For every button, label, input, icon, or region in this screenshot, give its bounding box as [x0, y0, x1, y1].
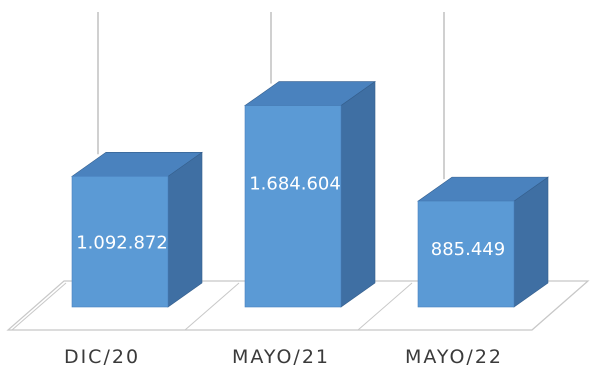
data-label: 885.449 [431, 239, 505, 260]
category-label: MAYO/22 [405, 346, 503, 368]
data-labels: 1.092.872 1.684.604 885.449 [76, 173, 505, 260]
data-label: 1.092.872 [76, 233, 168, 254]
bar [71, 176, 169, 308]
chart-floor [6, 280, 590, 331]
bars [71, 80, 549, 308]
category-label: MAYO/21 [232, 346, 330, 368]
bar [417, 200, 515, 308]
bar [244, 105, 342, 308]
category-axis-labels: DIC/20 MAYO/21 MAYO/22 [64, 346, 503, 368]
floor-divider [357, 282, 413, 331]
floor-divider [11, 282, 67, 331]
floor-edge [531, 280, 589, 331]
data-label: 1.684.604 [249, 173, 341, 194]
category-label: DIC/20 [64, 346, 140, 368]
category-stems [97, 12, 445, 180]
floor-divider [184, 282, 240, 331]
bar-side [167, 151, 203, 308]
bar-side [340, 80, 376, 308]
